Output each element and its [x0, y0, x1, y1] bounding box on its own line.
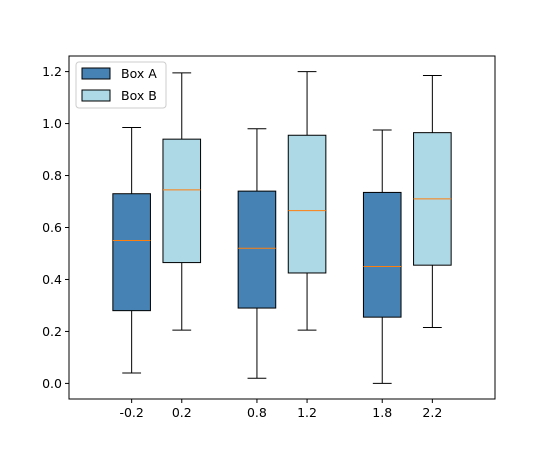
box-b-1 — [162, 72, 202, 331]
x-axis: -0.2 0.2 0.8 1.2 1.8 2.2 — [119, 399, 442, 420]
y-tick-label: 0.0 — [42, 376, 62, 391]
legend-swatch — [81, 89, 111, 102]
legend-label: Box A — [121, 66, 157, 81]
x-tick-label: 1.2 — [297, 405, 317, 420]
box-body — [362, 191, 402, 318]
box-b-2 — [287, 71, 327, 331]
x-tick-label: -0.2 — [119, 405, 143, 420]
box-body — [162, 138, 202, 264]
x-tick-label: 1.8 — [372, 405, 392, 420]
series-box-b — [162, 71, 452, 331]
box-body — [237, 190, 277, 309]
y-tick-label: 0.4 — [42, 272, 62, 287]
y-tick-label: 0.8 — [42, 168, 62, 183]
box-a-3 — [362, 129, 402, 384]
box-body — [287, 134, 327, 274]
box-b-3 — [413, 74, 452, 329]
x-tick-label: 2.2 — [422, 405, 442, 420]
series-box-a — [112, 126, 402, 384]
box-body — [112, 193, 151, 312]
y-axis: 0.0 0.2 0.4 0.6 0.8 1.0 1.2 — [42, 64, 69, 391]
box-a-1 — [112, 126, 151, 374]
x-tick-label: 0.8 — [247, 405, 267, 420]
y-tick-label: 0.6 — [42, 220, 62, 235]
y-tick-label: 1.2 — [42, 64, 62, 79]
boxes-layer — [112, 71, 452, 384]
box-a-2 — [237, 128, 277, 379]
x-tick-label: 0.2 — [172, 405, 192, 420]
legend-swatch — [81, 67, 111, 80]
legend: Box A Box B — [75, 61, 167, 109]
legend-label: Box B — [121, 88, 157, 103]
y-tick-label: 1.0 — [42, 116, 62, 131]
y-tick-label: 0.2 — [42, 324, 62, 339]
